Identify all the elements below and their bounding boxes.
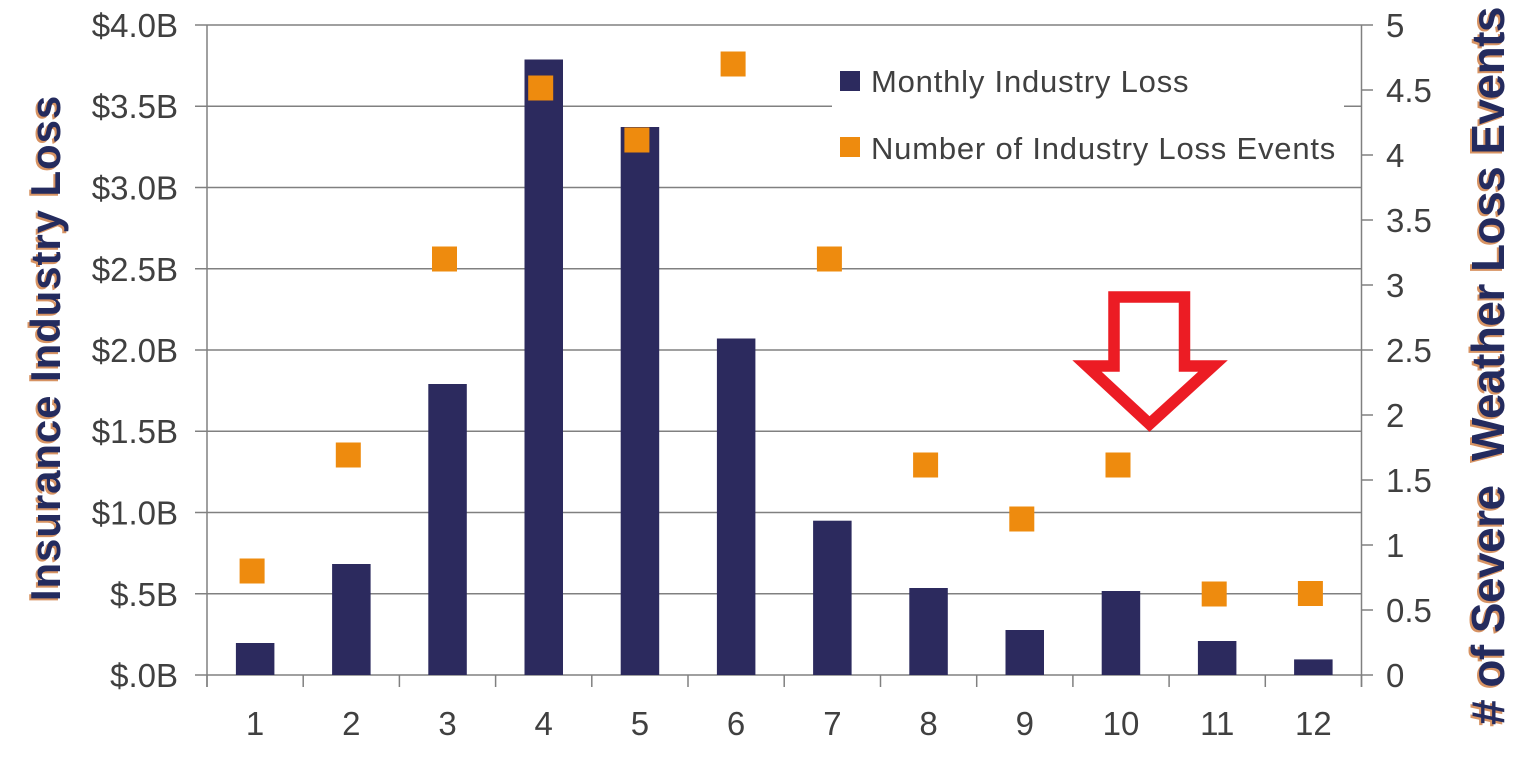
svg-text:Number of Industry Loss Events: Number of Industry Loss Events [871,131,1336,166]
svg-text:7: 7 [823,705,841,742]
svg-text:4: 4 [535,705,553,742]
svg-text:$1.0B: $1.0B [92,495,178,532]
svg-text:5: 5 [1386,7,1404,44]
svg-text:3.5: 3.5 [1386,202,1432,239]
svg-text:2.5: 2.5 [1386,332,1432,369]
svg-text:Insurance Industry Loss: Insurance Industry Loss [20,97,67,603]
svg-text:$1.5B: $1.5B [92,413,178,450]
svg-text:5: 5 [631,705,649,742]
svg-text:4: 4 [1386,137,1404,174]
svg-text:Monthly Industry Loss: Monthly Industry Loss [871,64,1189,99]
svg-text:11: 11 [1200,705,1234,742]
svg-text:9: 9 [1016,705,1034,742]
svg-text:$4.0B: $4.0B [92,7,178,44]
svg-text:$2.5B: $2.5B [92,251,178,288]
svg-text:1: 1 [1386,527,1404,564]
svg-text:$3.5B: $3.5B [92,88,178,125]
svg-text:1: 1 [246,705,264,742]
svg-text:$.0B: $.0B [110,657,178,694]
svg-text:# of Severe Weather Loss Even: # of Severe Weather Loss Events [1460,9,1512,727]
svg-text:4.5: 4.5 [1386,72,1432,109]
svg-text:12: 12 [1295,705,1332,742]
svg-text:1.5: 1.5 [1386,462,1432,499]
svg-text:3: 3 [438,705,456,742]
svg-text:0.5: 0.5 [1386,592,1432,629]
svg-text:0: 0 [1386,657,1404,694]
svg-text:$.5B: $.5B [110,576,178,613]
svg-text:$3.0B: $3.0B [92,170,178,207]
svg-text:6: 6 [727,705,745,742]
svg-text:3: 3 [1386,267,1404,304]
svg-text:2: 2 [1386,397,1404,434]
svg-text:10: 10 [1103,705,1140,742]
svg-text:8: 8 [919,705,937,742]
svg-text:$2.0B: $2.0B [92,332,178,369]
svg-text:Insurance Industry Loss: Insurance Industry Loss [22,95,69,601]
svg-text:# of Severe Weather Loss Even: # of Severe Weather Loss Events [1462,7,1514,725]
svg-text:2: 2 [342,705,360,742]
